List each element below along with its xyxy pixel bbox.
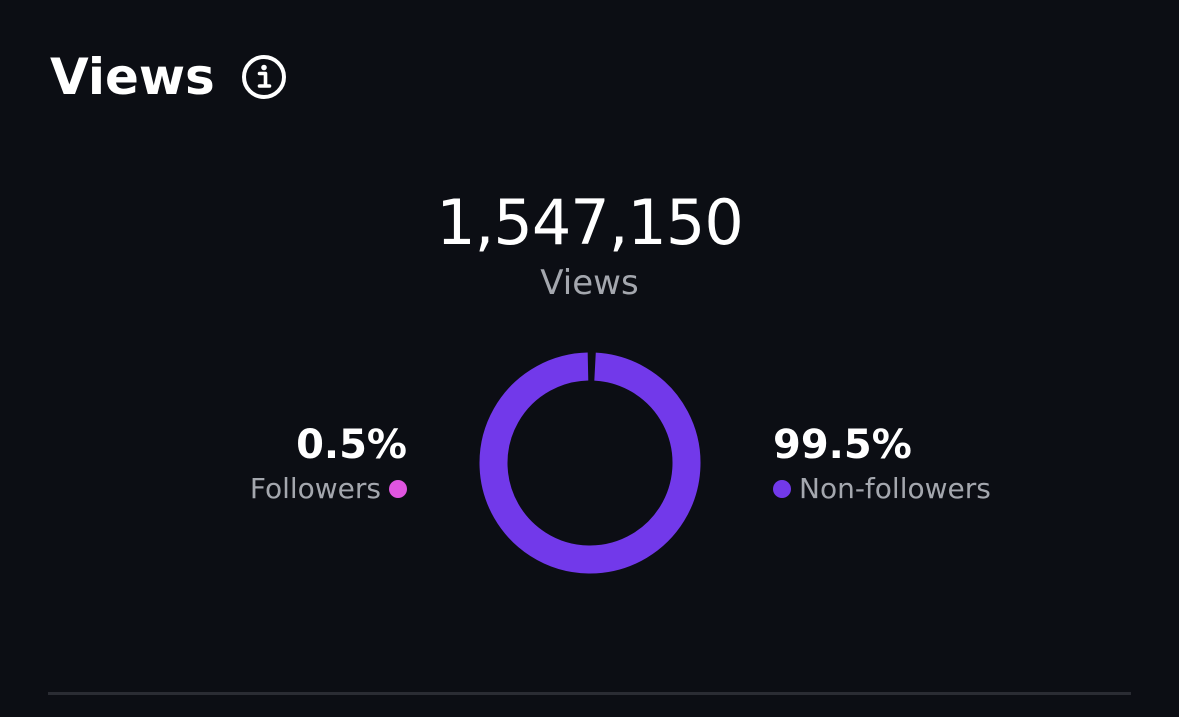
header: Views bbox=[50, 45, 287, 109]
non-followers-stat: 99.5% Non-followers bbox=[773, 420, 991, 508]
donut-slice-non-followers bbox=[479, 352, 701, 574]
total-views-label: Views bbox=[540, 263, 639, 303]
non-followers-label: Non-followers bbox=[799, 472, 991, 505]
non-followers-legend-dot bbox=[773, 480, 791, 498]
info-icon[interactable] bbox=[241, 54, 287, 100]
followers-legend-dot bbox=[389, 480, 407, 498]
non-followers-label-row: Non-followers bbox=[773, 470, 991, 508]
followers-percent: 0.5% bbox=[296, 422, 407, 468]
page-title: Views bbox=[50, 48, 215, 106]
non-followers-percent: 99.5% bbox=[773, 422, 912, 468]
followers-label-row: Followers bbox=[250, 470, 407, 508]
views-donut-chart bbox=[479, 352, 701, 574]
followers-label: Followers bbox=[249, 472, 381, 505]
followers-stat: 0.5% Followers bbox=[250, 420, 407, 508]
section-divider bbox=[48, 692, 1131, 695]
total-views-value: 1,547,150 bbox=[436, 186, 744, 259]
